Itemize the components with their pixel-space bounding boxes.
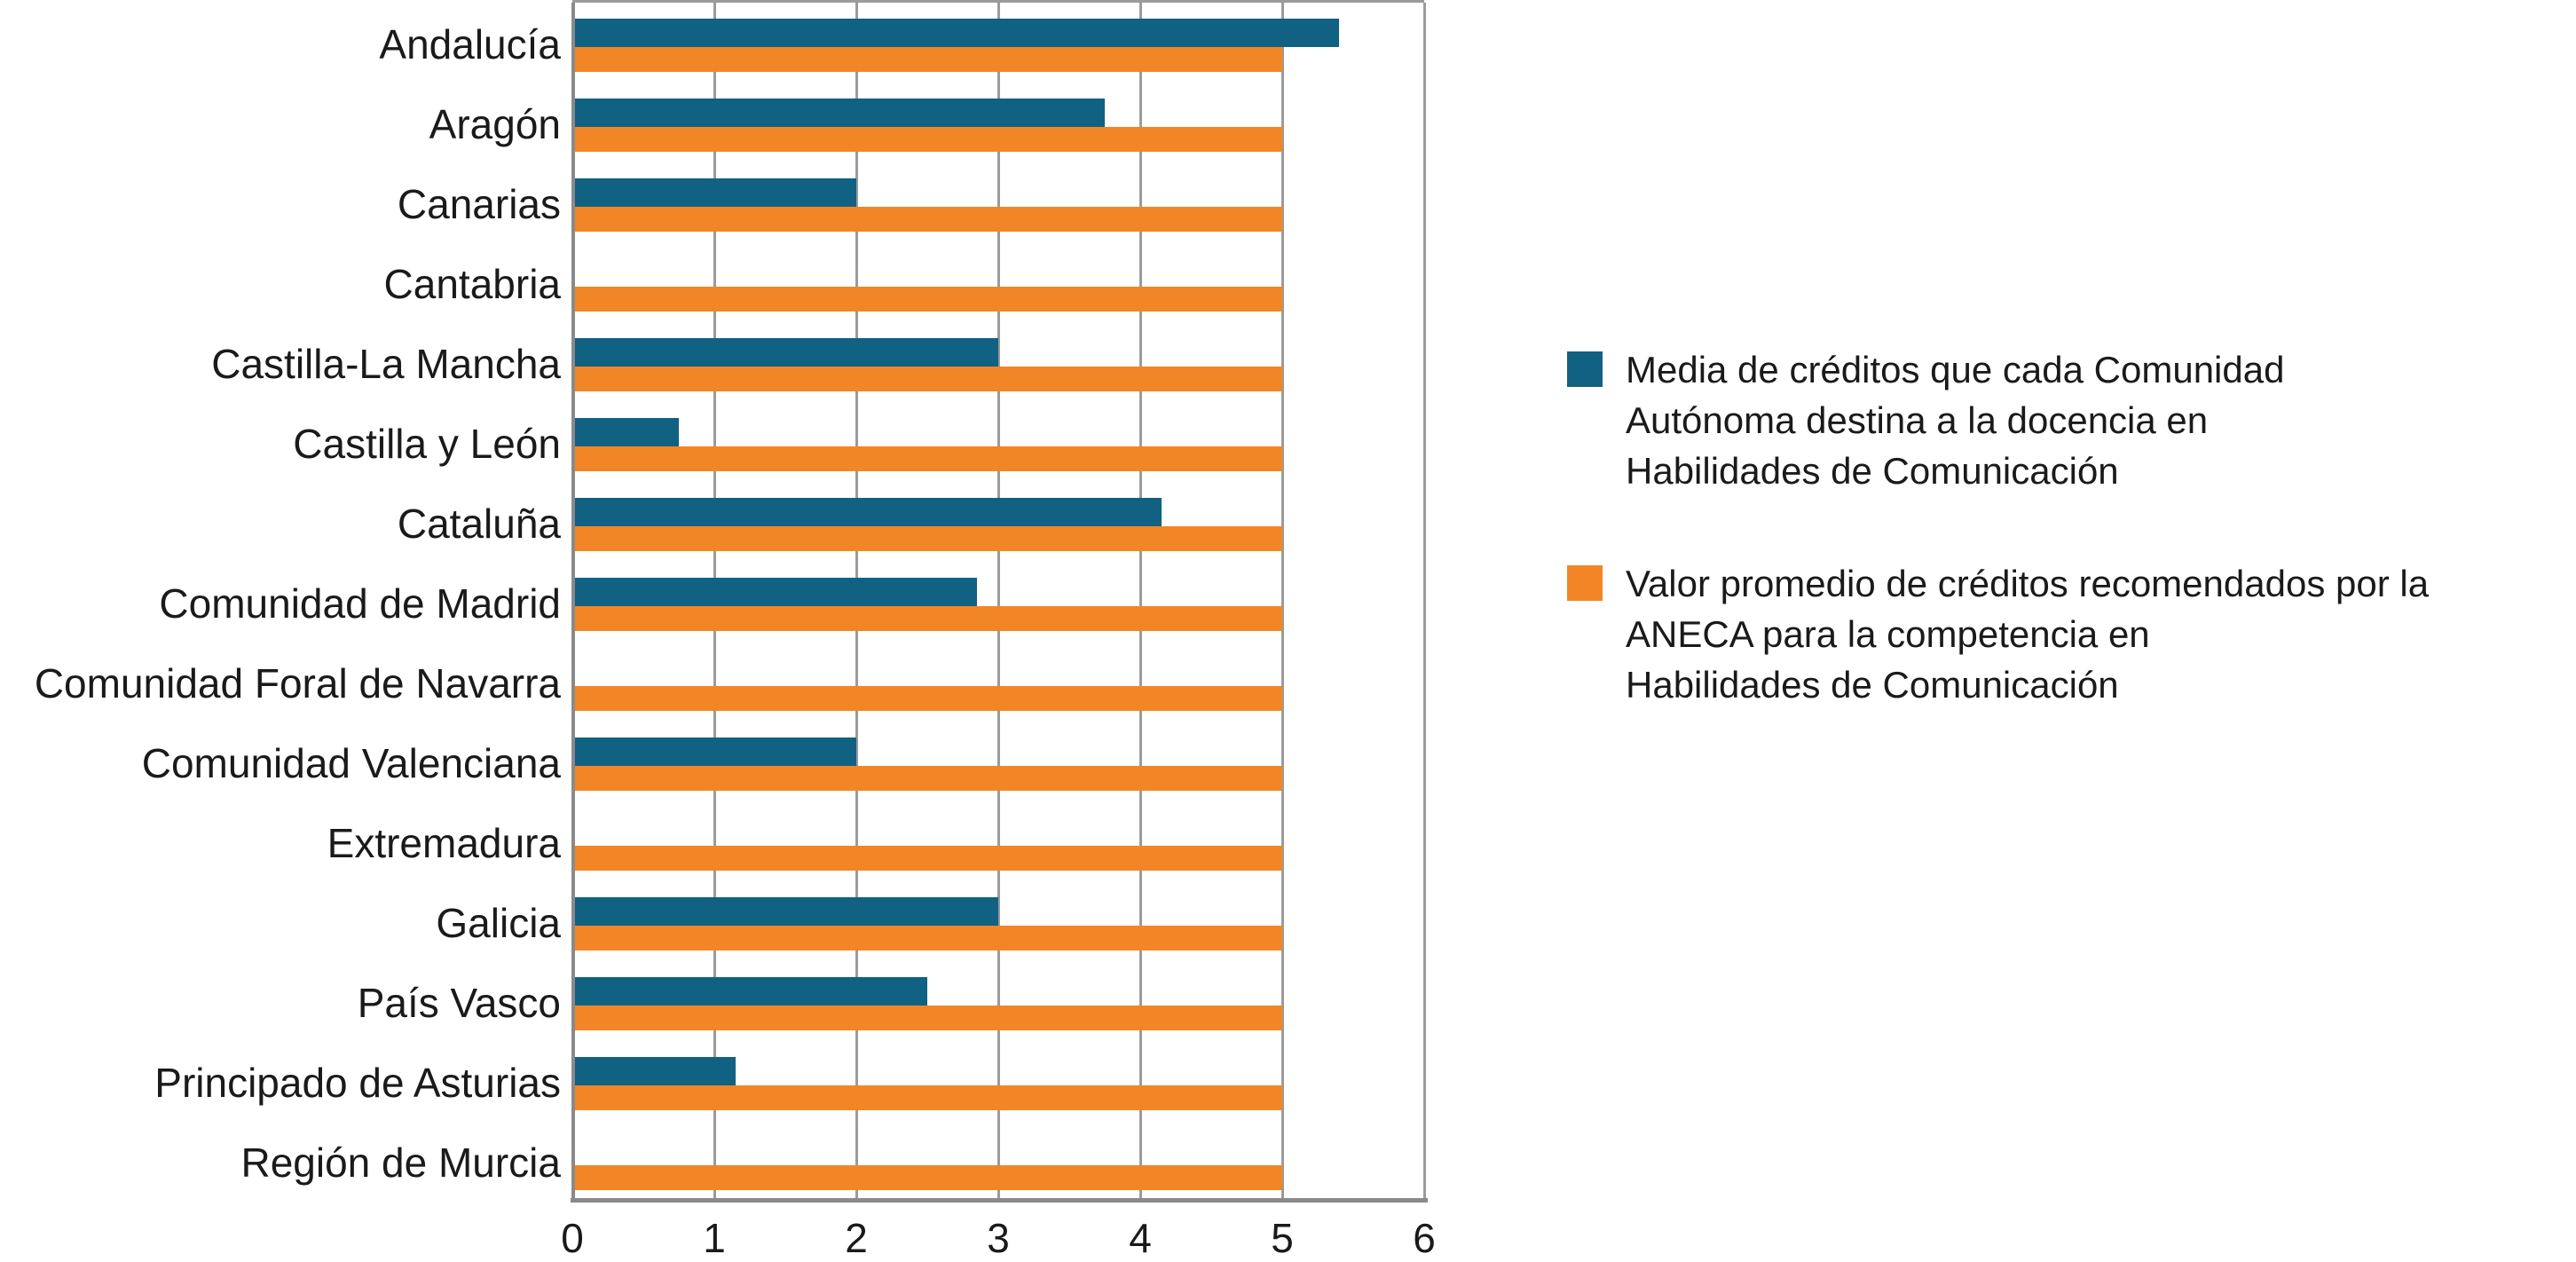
category-label: Andalucía: [379, 21, 561, 67]
category-label: Galicia: [436, 900, 561, 946]
legend-label-media-creditos: Media de créditos que cada Comunidad Aut…: [1626, 344, 2284, 496]
y-axis-line: [571, 3, 575, 1201]
blue-bar: [575, 578, 977, 606]
orange-bar: [575, 367, 1282, 391]
blue-bar: [575, 338, 998, 367]
blue-bar: [575, 498, 1162, 526]
x-axis-line: [571, 1198, 1428, 1203]
category-label: Aragón: [429, 101, 561, 147]
x-tick-label: 2: [845, 1215, 868, 1261]
blue-bar: [575, 178, 856, 207]
blue-bar: [575, 99, 1105, 127]
category-label: País Vasco: [357, 980, 561, 1026]
orange-bar: [575, 47, 1282, 72]
orange-bar: [575, 686, 1282, 711]
orange-bar: [575, 287, 1282, 312]
x-tick-label: 0: [561, 1215, 584, 1261]
legend-label-valor-promedio: Valor promedio de créditos recomendados …: [1626, 558, 2429, 710]
orange-bar: [575, 606, 1282, 631]
legend-item-media-creditos: Media de créditos que cada Comunidad Aut…: [1567, 344, 2429, 496]
legend: Media de créditos que cada Comunidad Aut…: [1567, 344, 2429, 710]
x-tick-label: 1: [703, 1215, 726, 1261]
orange-bar: [575, 446, 1282, 471]
legend-line: Habilidades de Comunicación: [1626, 450, 2119, 492]
blue-bar: [575, 418, 679, 446]
legend-line: Valor promedio de créditos recomendados …: [1626, 563, 2430, 604]
category-label: Comunidad Valenciana: [141, 740, 561, 786]
x-tick-label: 4: [1129, 1215, 1152, 1261]
legend-line: Habilidades de Comunicación: [1626, 664, 2119, 706]
orange-bar: [575, 1006, 1282, 1030]
gridline: [1139, 3, 1142, 1201]
blue-bar: [575, 737, 856, 766]
legend-line: Media de créditos que cada Comunidad: [1626, 349, 2285, 390]
legend-swatch-blue-icon: [1567, 351, 1603, 387]
orange-bar: [575, 1165, 1282, 1190]
x-tick-label: 3: [987, 1215, 1010, 1261]
category-label: Región de Murcia: [240, 1140, 561, 1186]
gridline: [997, 3, 1000, 1201]
category-label: Comunidad de Madrid: [159, 580, 561, 627]
legend-line: ANECA para la competencia en: [1626, 613, 2150, 655]
blue-bar: [575, 19, 1339, 47]
orange-bar: [575, 207, 1282, 232]
orange-bar: [575, 766, 1282, 791]
orange-bar: [575, 926, 1282, 950]
category-label: Cataluña: [397, 501, 561, 547]
gridline: [1423, 3, 1426, 1201]
category-label: Cantabria: [383, 261, 561, 307]
category-label: Principado de Asturias: [154, 1060, 561, 1106]
blue-bar: [575, 897, 998, 926]
legend-item-valor-promedio: Valor promedio de créditos recomendados …: [1567, 558, 2429, 710]
gridline: [1281, 3, 1284, 1201]
blue-bar: [575, 1057, 736, 1085]
x-tick-label: 6: [1413, 1215, 1436, 1261]
legend-swatch-orange-icon: [1567, 565, 1603, 601]
category-label: Castilla-La Mancha: [211, 341, 561, 387]
blue-bar: [575, 977, 927, 1006]
category-label: Extremadura: [327, 820, 561, 866]
category-label: Comunidad Foral de Navarra: [34, 660, 561, 706]
category-label: Canarias: [397, 181, 561, 227]
category-label: Castilla y León: [293, 421, 561, 467]
legend-line: Autónoma destina a la docencia en: [1626, 399, 2209, 441]
plot-area: [571, 0, 1426, 1201]
orange-bar: [575, 127, 1282, 152]
orange-bar: [575, 846, 1282, 871]
orange-bar: [575, 1085, 1282, 1110]
orange-bar: [575, 526, 1282, 551]
x-tick-label: 5: [1271, 1215, 1294, 1261]
